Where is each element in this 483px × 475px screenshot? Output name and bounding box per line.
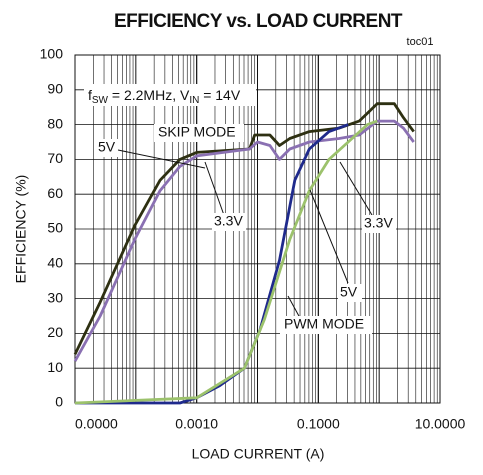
label-box [96, 139, 118, 157]
label: 3.3V [214, 213, 243, 229]
arrow [204, 161, 226, 219]
y-tick-label: 20 [47, 324, 63, 340]
y-tick-label: 40 [47, 255, 63, 271]
annotation-box [84, 84, 256, 106]
y-axis-label: EFFICIENCY (%) [13, 175, 29, 284]
arrow [339, 161, 376, 221]
series-line [73, 102, 415, 355]
arrow [117, 149, 206, 169]
lines [73, 102, 415, 405]
chart-title: EFFICIENCY vs. LOAD CURRENT [114, 11, 403, 32]
y-tick-label: 80 [47, 115, 63, 131]
y-tick-label: 100 [40, 46, 64, 62]
label-box [362, 215, 396, 233]
x-axis-label: LOAD CURRENT (A) [192, 446, 325, 462]
annotations: fSW = 2.2MHz, VIN = 14V SKIP MODE 5V 3.3… [84, 84, 396, 334]
label-box [280, 316, 372, 334]
arrow [309, 189, 349, 284]
label: SKIP MODE [158, 124, 236, 140]
arrow [287, 295, 301, 319]
label-box [154, 124, 244, 142]
y-tick-label: 70 [47, 150, 63, 166]
y-tick-label: 90 [47, 81, 63, 97]
x-tick-label: 0.0010 [175, 416, 218, 432]
label: 5V [98, 139, 116, 155]
label: 3.3V [364, 215, 393, 231]
annotation: fSW = 2.2MHz, VIN = 14V [88, 87, 241, 106]
y-tick-label: 10 [47, 359, 63, 375]
series-line [74, 119, 378, 405]
y-tick-label: 0 [55, 394, 63, 410]
series-line [73, 119, 415, 362]
grid [74, 54, 441, 404]
y-tick-label: 50 [47, 220, 63, 236]
x-tick-label: 10.0000 [415, 416, 466, 432]
y-tick-label: 60 [47, 185, 63, 201]
label-box [212, 213, 246, 231]
label: 5V [340, 284, 358, 300]
x-tick-label: 0.0000 [75, 416, 118, 432]
plot-frame [74, 54, 441, 404]
x-tick-label: 0.1000 [297, 416, 340, 432]
chart-subtitle: toc01 [407, 36, 434, 48]
label-box [338, 284, 362, 302]
label: PWM MODE [284, 316, 364, 332]
y-tick-label: 30 [47, 289, 63, 305]
